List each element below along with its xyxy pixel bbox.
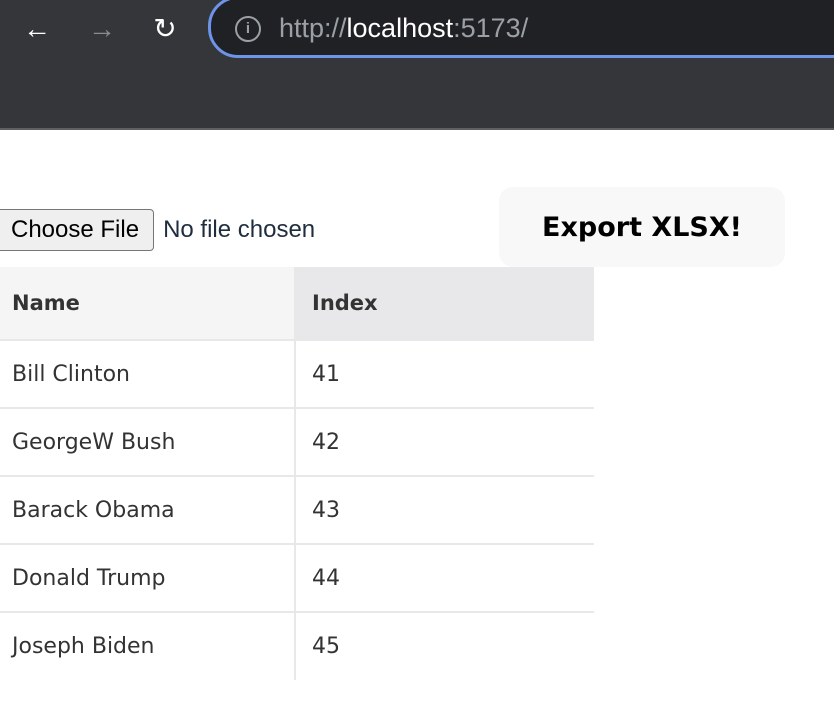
url-port: :5173/ [453,13,529,43]
column-header-index[interactable]: Index [295,267,594,341]
table-row: Donald Trump 44 [0,544,594,613]
selected-index-cell[interactable]: 45 [294,611,594,680]
name-cell[interactable]: Bill Clinton [0,340,296,409]
index-cell[interactable]: 44 [295,544,594,613]
table-row: Barack Obama 43 [0,476,594,545]
back-icon[interactable]: ← [23,13,51,44]
index-cell[interactable]: 42 [295,408,594,477]
name-cell[interactable]: Donald Trump [0,544,296,613]
name-cell[interactable]: GeorgeW Bush [0,408,296,477]
browser-toolbar: ← → ↻ i http://localhost:5173/ [0,0,834,130]
column-header-name[interactable]: Name [0,267,296,341]
table-row: Joseph Biden 45 [0,611,594,680]
info-icon[interactable]: i [235,16,261,42]
url-text: http://localhost:5173/ [279,13,528,44]
export-xlsx-button[interactable]: Export XLSX! [499,187,785,267]
file-status: No file chosen [163,216,316,243]
forward-icon[interactable]: → [88,13,116,44]
index-cell[interactable]: 41 [295,340,594,409]
index-cell[interactable]: 43 [295,476,594,545]
table-row: GeorgeW Bush 42 [0,408,594,477]
header-row: Name Index [0,267,594,341]
url-host: localhost [346,13,454,43]
address-bar[interactable]: i http://localhost:5173/ [208,0,834,58]
name-cell[interactable]: Joseph Biden [0,612,296,680]
name-cell[interactable]: Barack Obama [0,476,296,545]
file-input[interactable]: Choose File No file chosen [0,209,315,251]
url-scheme: http:// [279,13,347,43]
choose-file-button[interactable]: Choose File [0,209,155,251]
reload-icon[interactable]: ↻ [153,13,177,44]
data-grid: Name Index Bill Clinton 41 GeorgeW Bush 42… [0,267,594,680]
table-row: Bill Clinton 41 [0,340,594,409]
